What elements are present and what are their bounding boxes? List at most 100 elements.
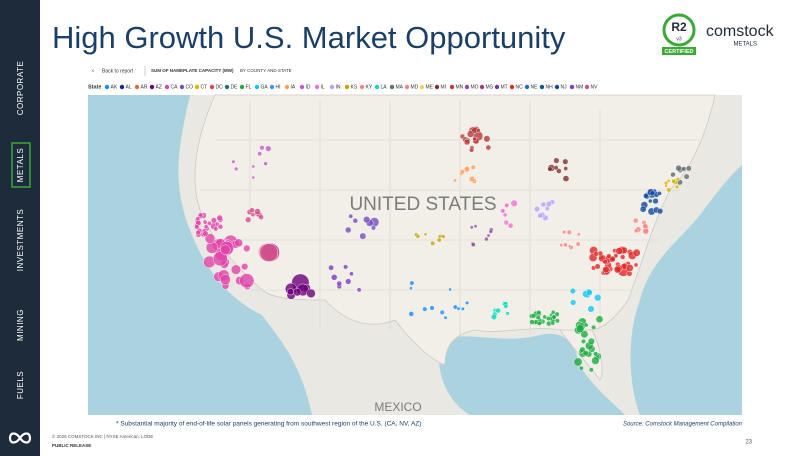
capacity-bubble (441, 234, 446, 239)
legend-label[interactable]: CT (201, 85, 208, 91)
capacity-bubble (505, 311, 510, 316)
legend-swatch (359, 84, 365, 90)
legend-label[interactable]: NM (576, 85, 584, 91)
capacity-bubble (234, 238, 243, 248)
logo-caption: CERTIFIED (664, 49, 693, 55)
classification: PUBLIC RELEASE (52, 443, 91, 448)
capacity-bubble (586, 289, 593, 296)
legend-label[interactable]: HI (276, 85, 281, 91)
legend-label[interactable]: NV (591, 85, 599, 91)
nav-item[interactable]: INVESTMENTS (16, 209, 25, 271)
legend-label[interactable]: IA (291, 85, 296, 91)
capacity-bubble (212, 251, 228, 267)
capacity-bubble (536, 320, 542, 326)
legend-swatch (464, 84, 470, 90)
legend-label[interactable]: KY (366, 85, 373, 91)
capacity-bubble (559, 243, 564, 247)
capacity-bubble (465, 300, 470, 305)
legend-label[interactable]: MD (411, 85, 419, 91)
nav-item[interactable]: FUELS (16, 371, 25, 399)
legend-label[interactable]: NE (531, 85, 539, 91)
capacity-bubble (576, 232, 581, 237)
capacity-bubble (249, 207, 255, 213)
legend-label[interactable]: MN (456, 85, 464, 91)
capacity-bubble (595, 315, 604, 324)
legend-swatch (254, 84, 260, 90)
capacity-bubble (642, 223, 648, 229)
capacity-bubble (423, 232, 428, 237)
page-number: 23 (745, 440, 752, 446)
legend-swatch (284, 84, 290, 90)
capacity-bubble (591, 356, 600, 365)
legend-label[interactable]: ID (306, 85, 311, 91)
capacity-bubble (649, 190, 656, 197)
capacity-bubble (345, 226, 352, 234)
capacity-bubble (685, 165, 692, 172)
capacity-bubble (534, 206, 541, 213)
capacity-bubble (370, 225, 376, 231)
capacity-bubble (613, 253, 619, 259)
legend-label[interactable]: MS (486, 85, 494, 91)
legend-swatch (389, 84, 395, 90)
capacity-bubble (259, 145, 265, 151)
legend-label[interactable]: KS (351, 85, 358, 91)
legend-label[interactable]: FL (246, 85, 252, 91)
legend-label[interactable]: LA (381, 85, 388, 91)
capacity-bubble (648, 198, 653, 204)
capacity-bubble (602, 259, 608, 265)
capacity-bubble (625, 264, 634, 272)
capacity-bubble (203, 224, 209, 229)
capacity-bubble (591, 324, 596, 330)
capacity-bubble (359, 232, 367, 240)
legend-label[interactable]: AL (126, 85, 132, 91)
capacity-bubble (547, 166, 553, 172)
legend-label[interactable]: CA (171, 85, 179, 91)
legend-label[interactable]: CO (186, 85, 194, 91)
legend-label[interactable]: AK (111, 85, 118, 91)
capacity-bubble (258, 214, 264, 220)
logo-badge: R2 (671, 20, 687, 34)
legend-label[interactable]: MA (396, 85, 404, 91)
capacity-bubble (587, 337, 595, 345)
capacity-bubble (594, 263, 601, 270)
capacity-bubble (567, 244, 572, 249)
legend-label[interactable]: IN (336, 85, 341, 91)
capacity-bubble (202, 219, 208, 225)
logo-brand-sub: METALS (733, 42, 757, 48)
legend-label[interactable]: ME (426, 85, 434, 91)
capacity-bubble (502, 212, 508, 218)
capacity-bubble (583, 322, 589, 328)
capacity-bubble (575, 324, 585, 333)
legend-label[interactable]: AR (141, 85, 148, 91)
capacity-bubble (328, 264, 334, 271)
legend-label[interactable]: AZ (156, 85, 162, 91)
capacity-bubble (587, 305, 595, 313)
legend-label[interactable]: MI (441, 85, 447, 91)
legend-label[interactable]: IL (321, 85, 325, 91)
capacity-bubble (243, 244, 251, 252)
nav-item[interactable]: MINING (16, 309, 25, 341)
legend-swatch (134, 84, 140, 90)
legend-label[interactable]: NJ (561, 85, 568, 91)
legend-swatch (479, 84, 485, 90)
legend-label[interactable]: DE (231, 85, 239, 91)
capacity-bubble (331, 274, 338, 281)
nav-item[interactable]: METALS (16, 148, 25, 182)
legend-label[interactable]: NH (546, 85, 554, 91)
capacity-bubble (468, 175, 476, 183)
back-button[interactable]: Back to report (102, 68, 134, 74)
capacity-bubble (671, 178, 676, 184)
legend-swatch (419, 84, 425, 90)
legend-label[interactable]: MT (501, 85, 508, 91)
legend-label[interactable]: MO (471, 85, 479, 91)
capacity-bubble (507, 222, 514, 229)
capacity-bubble (657, 208, 664, 215)
capacity-bubble (263, 161, 268, 166)
legend-label[interactable]: DC (216, 85, 224, 91)
capacity-bubble (602, 266, 610, 273)
legend-label[interactable]: NC (516, 85, 524, 91)
capacity-bubble (476, 128, 481, 133)
capacity-bubble (251, 175, 256, 180)
legend-label[interactable]: GA (261, 85, 269, 91)
nav-item[interactable]: CORPORATE (16, 61, 25, 116)
